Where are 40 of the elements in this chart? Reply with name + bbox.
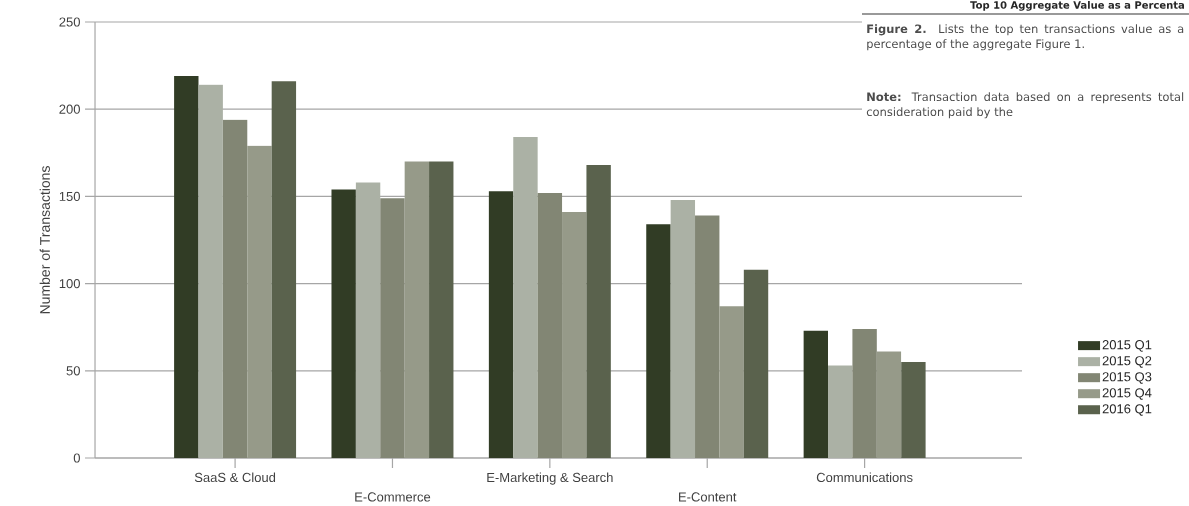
- bar: [743, 269, 769, 458]
- y-axis-title: Number of Transactions: [39, 166, 50, 314]
- bar: [586, 165, 611, 458]
- bar: [488, 191, 514, 458]
- y-tick-label: 250: [59, 17, 80, 27]
- bar: [901, 362, 926, 458]
- bar: [174, 76, 199, 458]
- text: Top 10 Aggregate Value as a Percenta: [970, 1, 1185, 11]
- legend-label: 2015 Q1: [1102, 340, 1152, 352]
- bar: [876, 351, 902, 458]
- bar: [803, 330, 829, 458]
- x-tick-label: Communications: [816, 472, 913, 483]
- bar: [404, 161, 430, 458]
- y-tick-label: 100: [59, 278, 80, 289]
- x-tick-label: SaaS & Cloud: [194, 472, 276, 483]
- bar: [380, 198, 405, 458]
- legend-label: 2015 Q3: [1102, 372, 1152, 384]
- x-tick-label: E-Marketing & Search: [487, 472, 613, 485]
- bar: [719, 306, 744, 458]
- x-tick-label: E-Commerce: [355, 492, 431, 502]
- bar: [695, 215, 720, 458]
- legend-label: 2015 Q2: [1102, 356, 1152, 368]
- annotation: Figure 2. Lists the top ten transactions value as a percentage of the aggregate Figure 1.: [867, 24, 1184, 51]
- bar: [562, 212, 587, 458]
- bar: [271, 81, 297, 458]
- x-tick-label: E-Content: [679, 492, 737, 502]
- y-tick-label: 200: [59, 104, 80, 114]
- bar: [429, 161, 454, 458]
- bar: [222, 119, 248, 458]
- bar: [537, 192, 563, 458]
- annotation: Note: Transaction data based on a represents total consideration paid by the: [866, 92, 1184, 119]
- bar: [247, 145, 272, 458]
- y-tick-label: 150: [59, 191, 80, 201]
- bar: [331, 189, 356, 458]
- y-tick-label: 0: [73, 453, 80, 463]
- legend-label: 2015 Q4: [1102, 388, 1152, 400]
- y-tick-label: 50: [66, 366, 80, 376]
- legend-label: 2016 Q1: [1102, 404, 1152, 416]
- bar: [852, 328, 877, 458]
- bar: [646, 224, 671, 458]
